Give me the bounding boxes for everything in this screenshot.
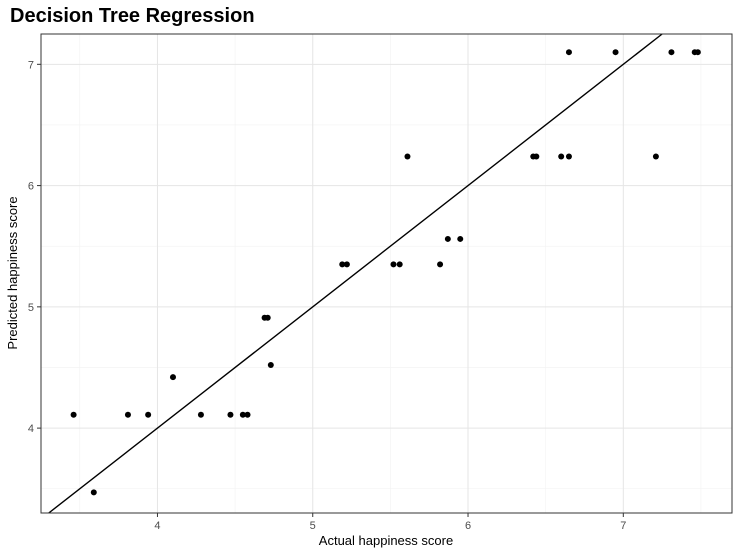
y-tick-label: 4 [28,423,34,435]
x-tick-label: 4 [154,520,160,532]
reference-line-group [48,33,663,514]
data-point [404,153,411,160]
data-point [264,314,271,321]
data-point [533,153,540,160]
data-point [396,261,403,268]
data-point [339,261,346,268]
data-point [612,49,619,56]
data-point [267,362,274,369]
x-tick-label: 5 [310,520,316,532]
data-point [70,411,77,418]
data-point [558,153,565,160]
data-point [145,411,152,418]
data-point [668,49,675,56]
data-point [124,411,131,418]
x-tick-label: 6 [465,520,471,532]
y-axis-label: Predicted happiness score [5,196,20,349]
data-point [565,153,572,160]
grid [41,34,732,513]
data-point [169,374,176,381]
data-point [565,49,572,56]
data-point [239,411,246,418]
data-points [70,49,701,496]
x-axis: 4 5 6 7 [154,513,626,532]
y-tick-label: 6 [28,181,34,193]
data-point [444,235,451,242]
chart-title: Decision Tree Regression [10,5,255,27]
data-point [90,489,97,496]
data-point [244,411,251,418]
y-axis: 4 5 6 7 [28,59,41,435]
y-tick-label: 7 [28,59,34,71]
data-point [390,261,397,268]
plot-panel [40,33,733,514]
x-tick-label: 7 [620,520,626,532]
x-axis-label: Actual happiness score [319,533,453,548]
y-tick-label: 5 [28,302,34,314]
data-point [694,49,701,56]
data-point [457,235,464,242]
data-point [343,261,350,268]
data-point [437,261,444,268]
data-point [652,153,659,160]
data-point [197,411,204,418]
reference-line [48,33,663,514]
data-point [227,411,234,418]
